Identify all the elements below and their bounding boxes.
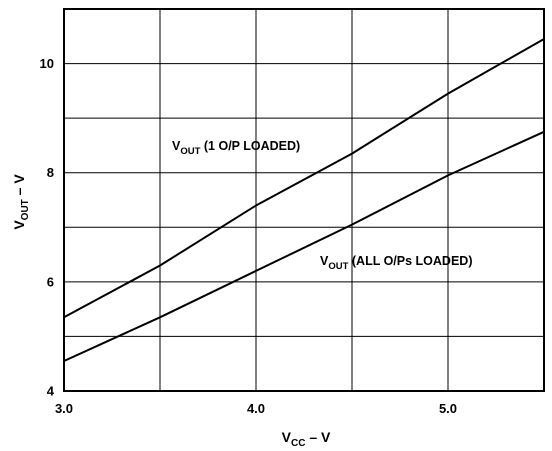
series-line-all-ops-loaded (63, 130, 545, 362)
x-tick-label: 3.0 (55, 401, 73, 416)
y-axis-title-rest: – V (11, 174, 27, 200)
x-tick-label: 5.0 (439, 401, 457, 416)
x-axis-title: VCC – V (282, 429, 331, 449)
y-tick-label: 6 (47, 274, 54, 289)
y-axis-title: VOUT – V (11, 174, 31, 230)
tick-labels: 3.0 4.0 5.0 4 6 8 10 (40, 56, 458, 416)
x-axis-title-sub: CC (291, 438, 305, 449)
plot-frame (63, 8, 545, 392)
x-tick-label: 4.0 (247, 401, 265, 416)
series-label-all-ops-loaded: VOUT (ALL O/Ps LOADED) (320, 254, 473, 272)
series-label-2-rest: (ALL O/Ps LOADED) (348, 254, 472, 268)
x-axis-title-rest: – V (305, 429, 331, 445)
y-tick-label: 8 (47, 165, 54, 180)
series-lines (63, 38, 545, 362)
series-label-1-op-loaded: VOUT (1 O/P LOADED) (172, 139, 300, 157)
y-axis-title-sub: OUT (20, 199, 31, 220)
series-label-1-main: V (172, 139, 181, 153)
series-label-1-rest: (1 O/P LOADED) (200, 139, 300, 153)
series-label-2-sub: OUT (328, 261, 348, 272)
series-line-1-op-loaded (63, 38, 545, 319)
series-label-1-sub: OUT (180, 146, 200, 157)
y-axis-title-main: V (11, 220, 27, 230)
grid (64, 9, 544, 391)
series-label-2-main: V (320, 254, 329, 268)
y-tick-label: 4 (47, 384, 55, 399)
x-axis-title-main: V (282, 429, 292, 445)
y-tick-label: 10 (40, 56, 54, 71)
